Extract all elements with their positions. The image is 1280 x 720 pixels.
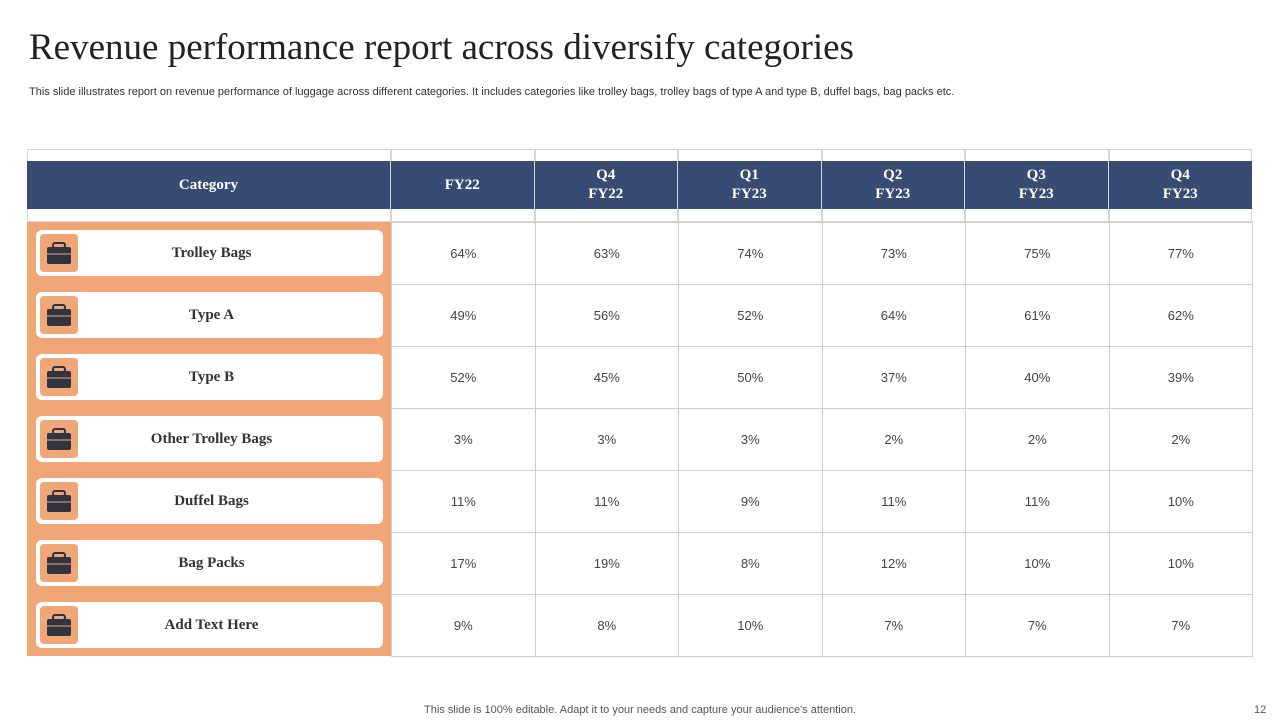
category-label: Bag Packs xyxy=(178,554,245,571)
table-cell: 3% xyxy=(391,408,536,471)
icon xyxy=(47,366,71,388)
icon xyxy=(47,490,71,512)
category-pill: Type B xyxy=(36,354,383,400)
table-cell: 2% xyxy=(965,408,1110,471)
icon xyxy=(47,552,71,574)
header-text: Q4 xyxy=(1170,167,1190,183)
table-cell: 64% xyxy=(821,284,966,347)
category-icon xyxy=(40,296,78,334)
table-cell: 11% xyxy=(965,470,1110,533)
table-cell: 17% xyxy=(391,532,536,595)
table-cell: 74% xyxy=(678,222,823,285)
category-label: Type A xyxy=(188,306,235,323)
header-cell: Q2 FY23 xyxy=(821,161,964,209)
category-icon xyxy=(40,358,78,396)
table-cell: 11% xyxy=(821,470,966,533)
table-cell: 63% xyxy=(534,222,679,285)
table-cell: 39% xyxy=(1108,346,1253,409)
category-label: Other Trolley Bags xyxy=(150,430,273,447)
table-cell: 10% xyxy=(678,594,823,657)
category-icon xyxy=(40,606,78,644)
header-text: FY23 xyxy=(731,186,767,202)
category-label: Duffel Bags xyxy=(174,492,249,509)
table-cell: 50% xyxy=(678,346,823,409)
table-cell: 10% xyxy=(1108,532,1253,595)
header-cell: FY22 xyxy=(391,161,534,209)
icon xyxy=(47,614,71,636)
table-cell: 75% xyxy=(965,222,1110,285)
table-cell: 37% xyxy=(821,346,966,409)
category-pill: Add Text Here xyxy=(36,602,383,648)
header-text: Q4 xyxy=(596,167,616,183)
table-cell: 8% xyxy=(678,532,823,595)
category-pill: Type A xyxy=(36,292,383,338)
table-cell: 40% xyxy=(965,346,1110,409)
table-cell: 11% xyxy=(391,470,536,533)
header-text: Q3 xyxy=(1026,167,1046,183)
table-cell: 3% xyxy=(534,408,679,471)
header-text: FY22 xyxy=(588,186,624,202)
icon xyxy=(47,428,71,450)
table-cell: 77% xyxy=(1108,222,1253,285)
page-number: 12 xyxy=(1254,704,1267,716)
header-text: Category xyxy=(178,176,239,193)
table-cell: 56% xyxy=(534,284,679,347)
table-cell: 61% xyxy=(965,284,1110,347)
table-cell: 2% xyxy=(821,408,966,471)
header-text: FY23 xyxy=(875,186,911,202)
category-icon xyxy=(40,234,78,272)
category-icon xyxy=(40,420,78,458)
category-icon xyxy=(40,482,78,520)
table-cell: 3% xyxy=(678,408,823,471)
table-cell: 9% xyxy=(391,594,536,657)
table-cell: 73% xyxy=(821,222,966,285)
table-cell: 12% xyxy=(821,532,966,595)
table-cell: 52% xyxy=(678,284,823,347)
category-label: Add Text Here xyxy=(164,616,259,633)
header-text: FY22 xyxy=(444,176,480,193)
category-label: Type B xyxy=(188,368,235,385)
header-cell: Category xyxy=(27,161,390,209)
table-cell: 7% xyxy=(965,594,1110,657)
table-cell: 7% xyxy=(821,594,966,657)
header-cell: Q4 FY22 xyxy=(534,161,677,209)
category-pill: Bag Packs xyxy=(36,540,383,586)
category-icon xyxy=(40,544,78,582)
table-cell: 11% xyxy=(534,470,679,533)
table-cell: 2% xyxy=(1108,408,1253,471)
category-pill: Other Trolley Bags xyxy=(36,416,383,462)
subtitle: This slide illustrates report on revenue… xyxy=(29,86,955,98)
table-cell: 7% xyxy=(1108,594,1253,657)
table-cell: 9% xyxy=(678,470,823,533)
header-text: FY23 xyxy=(1018,186,1054,202)
category-pill: Duffel Bags xyxy=(36,478,383,524)
title: Revenue performance report across divers… xyxy=(29,27,854,68)
table-cell: 10% xyxy=(965,532,1110,595)
table-cell: 52% xyxy=(391,346,536,409)
header-text: Q1 xyxy=(739,167,759,183)
header-cell: Q4 FY23 xyxy=(1108,161,1252,209)
category-pill: Trolley Bags xyxy=(36,230,383,276)
table-cell: 8% xyxy=(534,594,679,657)
table-cell: 64% xyxy=(391,222,536,285)
category-label: Trolley Bags xyxy=(171,244,252,261)
table-cell: 49% xyxy=(391,284,536,347)
header-text: FY23 xyxy=(1162,186,1198,202)
footer-note: This slide is 100% editable. Adapt it to… xyxy=(424,704,856,716)
table-cell: 19% xyxy=(534,532,679,595)
header-cell: Q3 FY23 xyxy=(965,161,1108,209)
table-cell: 10% xyxy=(1108,470,1253,533)
table-cell: 45% xyxy=(534,346,679,409)
icon xyxy=(47,242,71,264)
table-cell: 62% xyxy=(1108,284,1253,347)
icon xyxy=(47,304,71,326)
header-text: Q2 xyxy=(883,167,903,183)
header-cell: Q1 FY23 xyxy=(678,161,821,209)
